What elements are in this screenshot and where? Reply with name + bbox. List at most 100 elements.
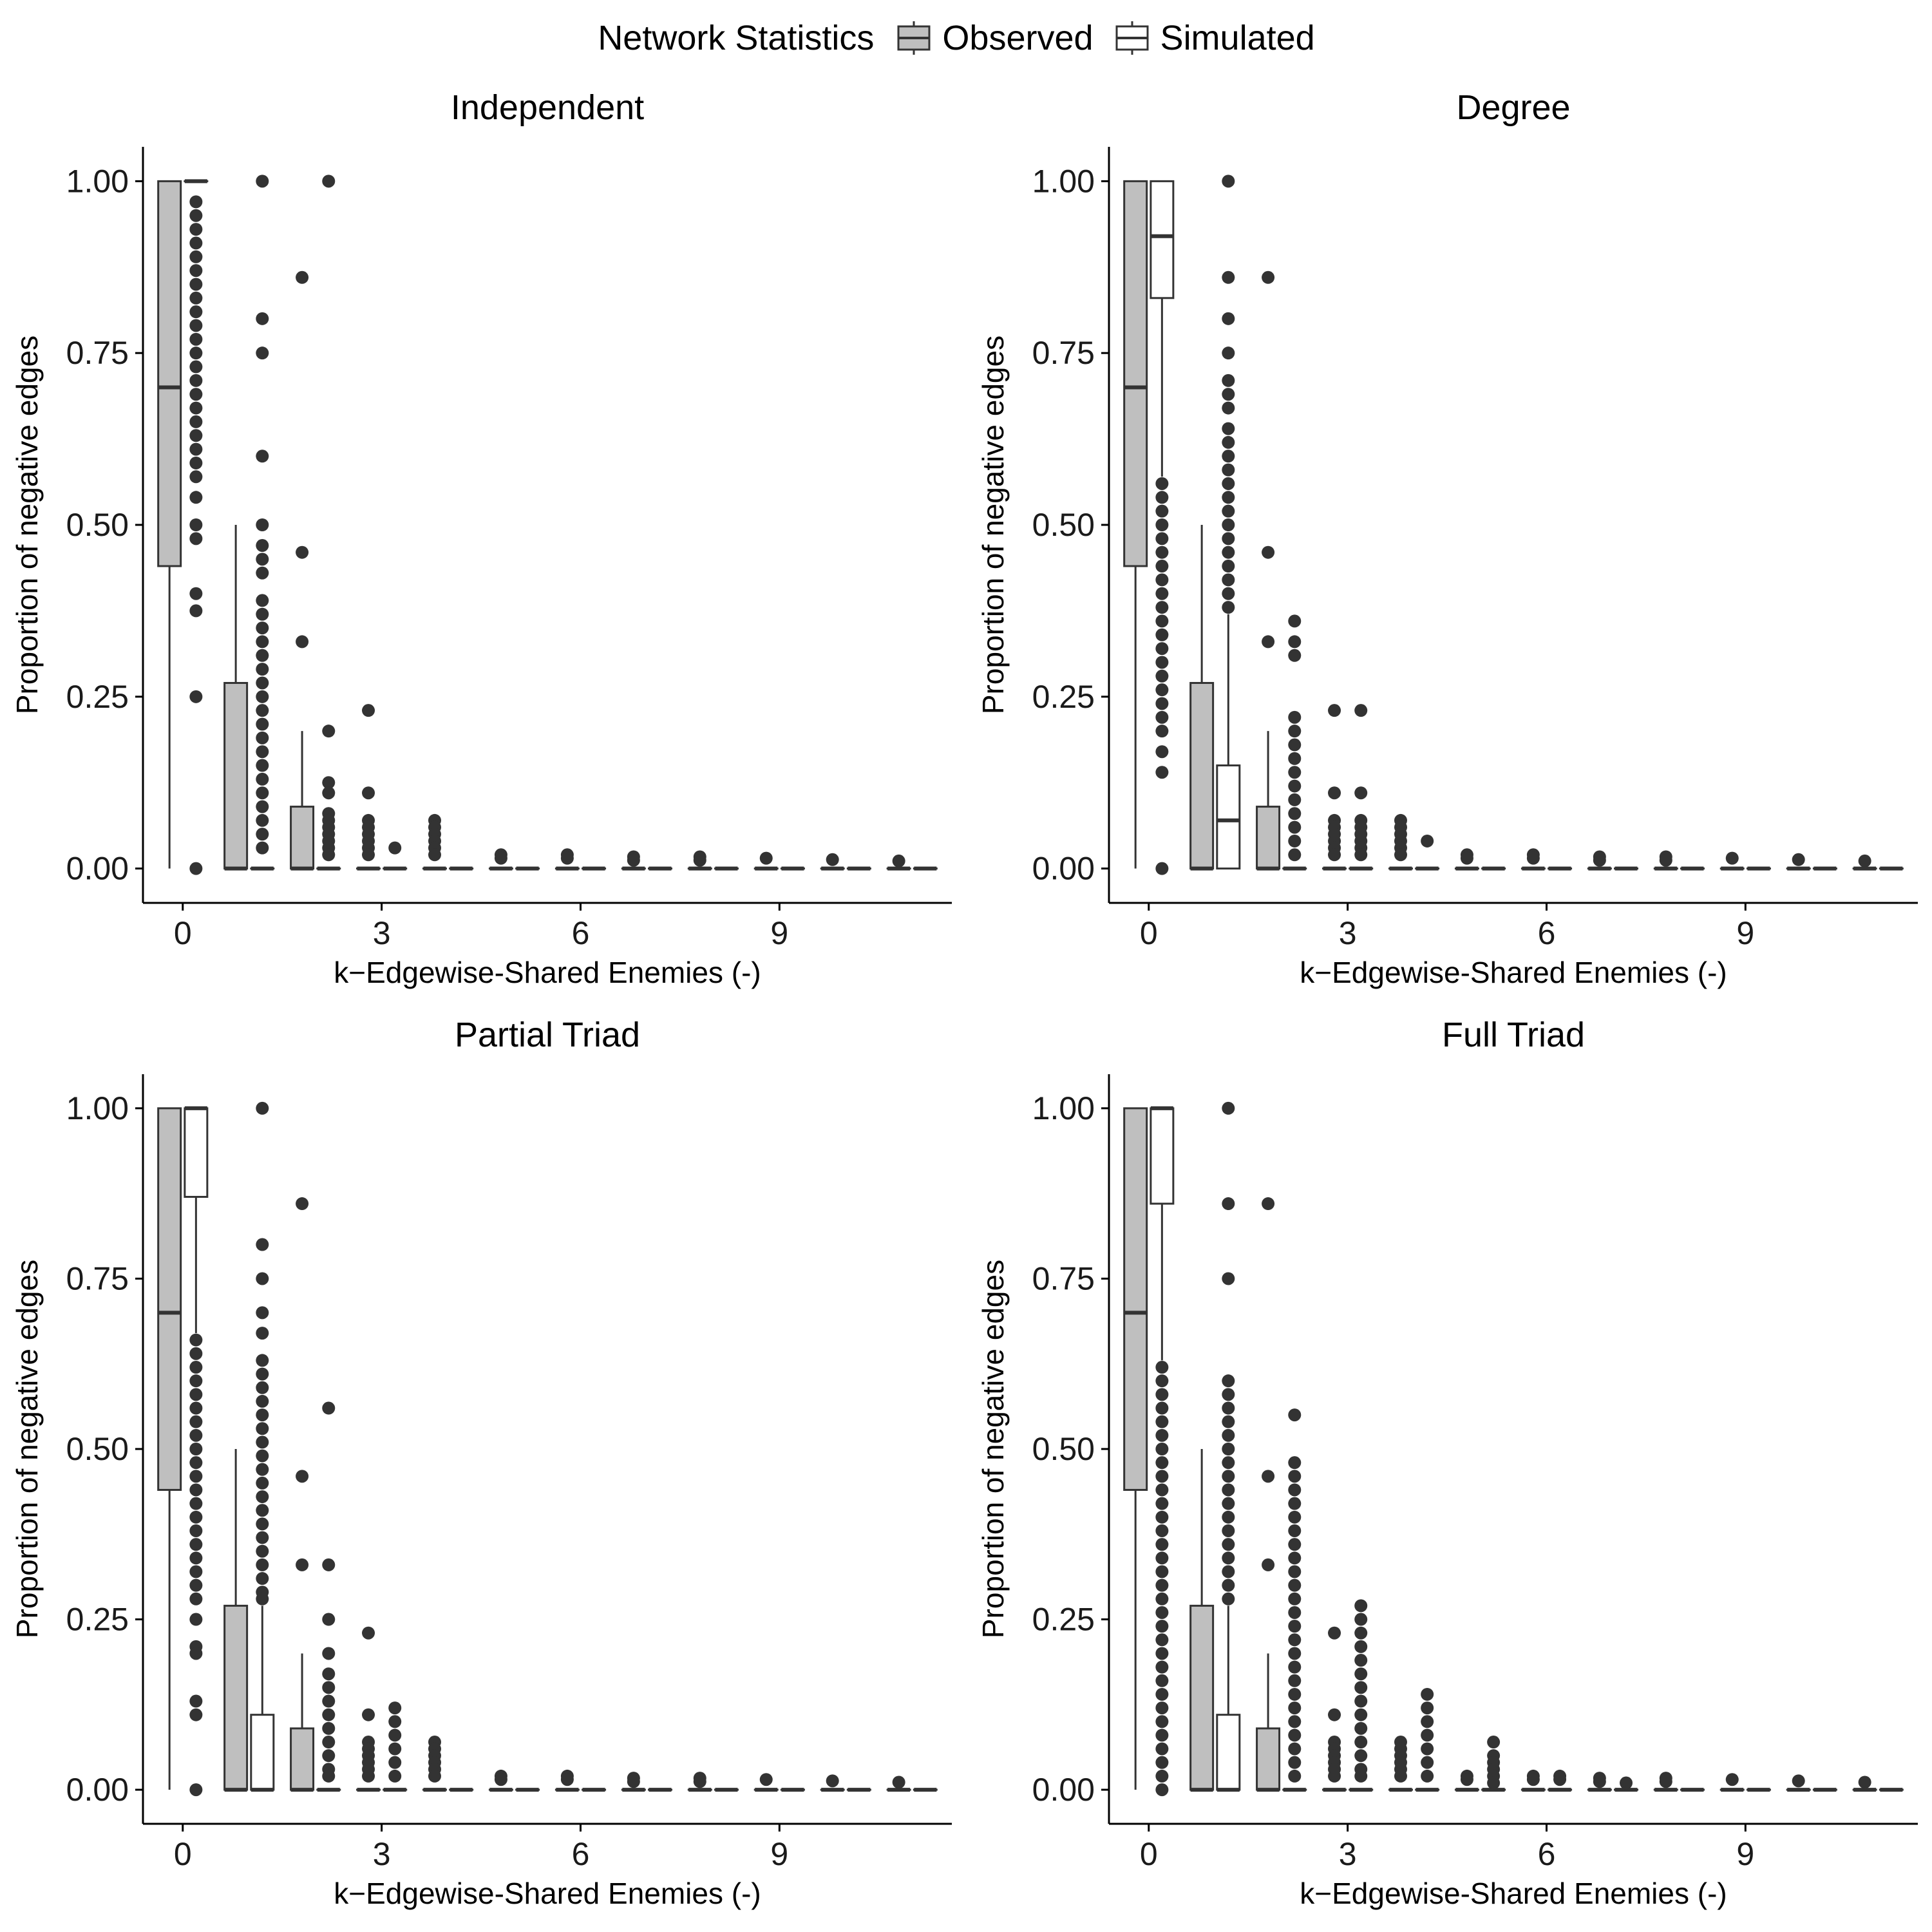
outlier-point	[189, 346, 203, 360]
box-simulated	[1216, 1101, 1241, 1792]
outlier-point	[189, 388, 203, 401]
outlier-point	[189, 1565, 203, 1578]
outlier-point	[189, 1361, 203, 1374]
outlier-point	[1328, 704, 1341, 717]
outlier-point	[189, 1415, 203, 1428]
outlier-point	[1222, 1578, 1235, 1592]
outlier-point	[1288, 1483, 1302, 1497]
outlier-point	[1288, 1742, 1302, 1756]
outlier-point	[189, 429, 203, 442]
outlier-point	[1155, 1742, 1169, 1756]
box-observed	[1388, 813, 1413, 871]
outlier-point	[1288, 793, 1302, 806]
x-tick-label: 9	[770, 915, 788, 951]
y-tick-label: 0.25	[66, 1602, 129, 1638]
outlier-point	[1288, 1647, 1302, 1660]
outlier-point	[256, 1572, 269, 1586]
x-tick-label: 6	[572, 915, 590, 951]
outlier-point	[1288, 1510, 1302, 1524]
outlier-point	[1155, 587, 1169, 600]
box-observed	[554, 1769, 580, 1792]
outlier-point	[1222, 1428, 1235, 1442]
outlier-point	[1155, 1620, 1169, 1633]
outlier-point	[1659, 853, 1672, 867]
outlier-point	[1222, 491, 1235, 504]
outlier-point	[256, 1449, 269, 1463]
x-tick-label: 3	[373, 1836, 391, 1872]
box-observed	[1852, 854, 1877, 871]
outlier-point	[256, 717, 269, 731]
outlier-point	[1288, 1497, 1302, 1510]
outlier-point	[322, 1681, 336, 1694]
box-observed	[356, 704, 381, 871]
outlier-point	[189, 332, 203, 346]
box-iqr	[1189, 1604, 1215, 1791]
outlier-point	[256, 594, 269, 607]
outlier-point	[189, 374, 203, 387]
outlier-point	[1222, 270, 1235, 284]
outlier-point	[256, 539, 269, 553]
outlier-point	[256, 1463, 269, 1476]
panel-independent: Independent 0.00 0.25 0.50 0.75 1.00 0 3 6 9 k−Ed…	[0, 84, 966, 1011]
outlier-point	[256, 759, 269, 772]
box-iqr	[290, 806, 315, 870]
outlier-point	[693, 853, 706, 867]
outlier-point	[1288, 766, 1302, 779]
outlier-point	[322, 848, 336, 862]
outlier-point	[256, 1306, 269, 1320]
panel-title: Degree	[1456, 88, 1571, 127]
outlier-point	[892, 854, 905, 867]
outlier-point	[1858, 1776, 1871, 1789]
outlier-point	[1155, 710, 1169, 724]
box-observed	[621, 850, 646, 871]
outlier-point	[322, 1769, 336, 1783]
outlier-point	[1288, 635, 1302, 649]
outlier-point	[189, 195, 203, 209]
outlier-point	[1421, 834, 1434, 848]
outlier-point	[189, 1783, 203, 1797]
outlier-point	[1155, 1769, 1169, 1783]
outlier-point	[1288, 1756, 1302, 1769]
outlier-point	[1288, 1538, 1302, 1551]
outlier-point	[1155, 669, 1169, 683]
outlier-point	[256, 1354, 269, 1367]
outlier-point	[1155, 1510, 1169, 1524]
outlier-point	[1725, 1773, 1739, 1786]
outlier-point	[189, 1483, 203, 1497]
outlier-point	[1354, 1626, 1368, 1640]
outlier-point	[189, 518, 203, 531]
outlier-point	[1262, 1470, 1275, 1483]
outlier-point	[1155, 628, 1169, 641]
box-simulated	[250, 175, 275, 871]
y-tick-label: 1.00	[66, 163, 129, 199]
outlier-point	[1354, 1708, 1368, 1721]
x-axis-label: k−Edgewise-Shared Enemies (-)	[1300, 956, 1727, 989]
outlier-point	[1328, 848, 1341, 862]
outlier-point	[322, 1749, 336, 1763]
outlier-point	[560, 851, 574, 865]
y-tick-label: 0.00	[1032, 851, 1095, 887]
box-observed	[1653, 1772, 1678, 1792]
box-observed	[1322, 1626, 1347, 1792]
outlier-point	[1354, 1769, 1368, 1783]
outlier-point	[494, 851, 507, 865]
outlier-point	[322, 1736, 336, 1749]
outlier-point	[892, 1776, 905, 1789]
box-observed	[820, 1774, 845, 1792]
box-iqr	[1256, 806, 1281, 870]
outlier-point	[1222, 1443, 1235, 1455]
x-tick-label: 6	[572, 1836, 590, 1872]
outlier-point	[256, 1558, 269, 1571]
outlier-point	[1222, 1470, 1235, 1483]
outlier-point	[1328, 1769, 1341, 1783]
outlier-point	[1222, 435, 1235, 449]
outlier-point	[1262, 1197, 1275, 1211]
outlier-point	[1288, 1524, 1302, 1537]
outlier-point	[388, 1769, 402, 1783]
x-axis-label: k−Edgewise-Shared Enemies (-)	[1300, 1877, 1727, 1910]
box-simulated	[1150, 1106, 1175, 1797]
box-simulated	[1216, 175, 1241, 870]
y-axis-label: Proportion of negative edges	[976, 1260, 1010, 1638]
outlier-point	[1155, 1483, 1169, 1497]
